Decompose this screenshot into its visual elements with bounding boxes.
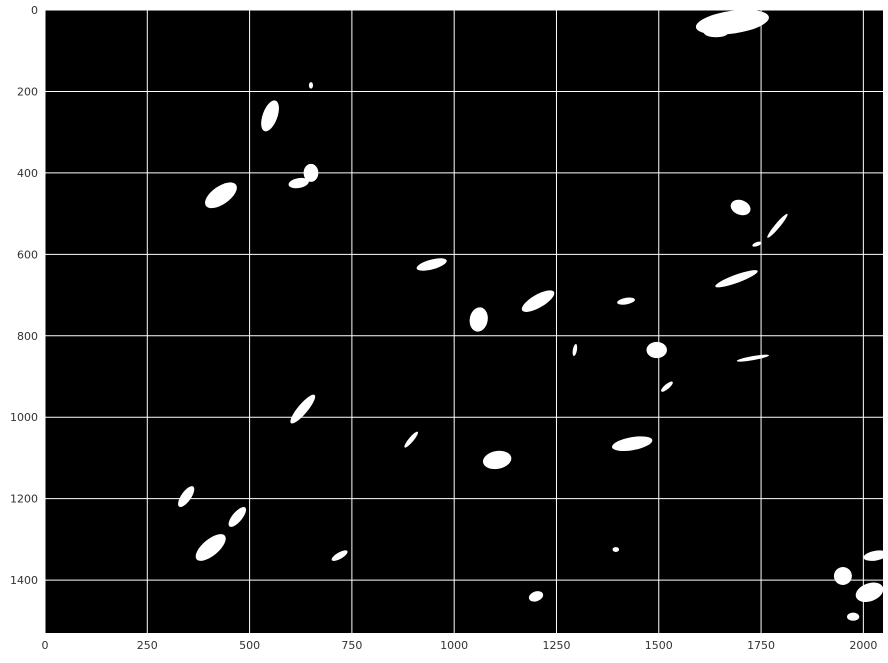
mask-blob <box>572 343 578 357</box>
mask-blob <box>469 307 488 332</box>
y-tick-label: 400 <box>17 167 38 180</box>
mask-blob <box>290 394 316 424</box>
mask-blob <box>331 550 348 561</box>
mask-blob <box>205 182 237 209</box>
mask-blob <box>521 290 555 312</box>
y-tick-label: 1200 <box>10 493 38 506</box>
x-tick-label: 250 <box>137 639 158 652</box>
y-tick-label: 800 <box>17 330 38 343</box>
x-tick-label: 1250 <box>542 639 570 652</box>
mask-blob <box>617 297 635 305</box>
mask-blob <box>482 450 512 470</box>
x-tick-label: 1000 <box>440 639 468 652</box>
mask-blob <box>611 436 653 451</box>
x-tick-label: 2000 <box>849 639 877 652</box>
x-tick-label: 0 <box>42 639 49 652</box>
mask-blob <box>646 341 667 359</box>
plot-area <box>45 10 883 633</box>
mask-blob <box>404 431 419 448</box>
mask-blob <box>261 100 279 132</box>
mask-blob <box>195 534 226 561</box>
mask-blob <box>703 27 729 38</box>
x-tick-label: 1500 <box>645 639 673 652</box>
mask-blob <box>288 177 309 189</box>
mask-blob <box>767 213 788 238</box>
mask-blob <box>308 82 314 89</box>
y-axis-ticks: 0 200 400 600 800 1000 1200 1400 <box>10 4 38 587</box>
y-tick-label: 1000 <box>10 411 38 424</box>
mask-blob <box>752 241 762 247</box>
y-tick-label: 600 <box>17 248 38 261</box>
mask-blob <box>661 381 673 392</box>
mask-blob <box>730 199 751 216</box>
grid-lines <box>44 9 883 633</box>
mask-blob <box>228 507 247 527</box>
x-tick-label: 750 <box>341 639 362 652</box>
x-tick-label: 500 <box>239 639 260 652</box>
y-tick-label: 1400 <box>10 574 38 587</box>
mask-blob <box>528 591 544 602</box>
mask-blob <box>416 258 447 271</box>
mask-blob <box>846 612 860 621</box>
mask-blob <box>612 547 620 552</box>
mask-blob <box>863 550 888 561</box>
mask-blob <box>178 486 195 508</box>
y-tick-label: 0 <box>31 4 38 17</box>
mask-blob <box>855 582 884 603</box>
mask-blobs <box>178 9 888 621</box>
x-axis-ticks: 0 250 500 750 1000 1250 1500 1750 2000 <box>42 639 878 652</box>
y-tick-label: 200 <box>17 85 38 98</box>
x-tick-label: 1750 <box>747 639 775 652</box>
mask-blob <box>715 270 758 288</box>
